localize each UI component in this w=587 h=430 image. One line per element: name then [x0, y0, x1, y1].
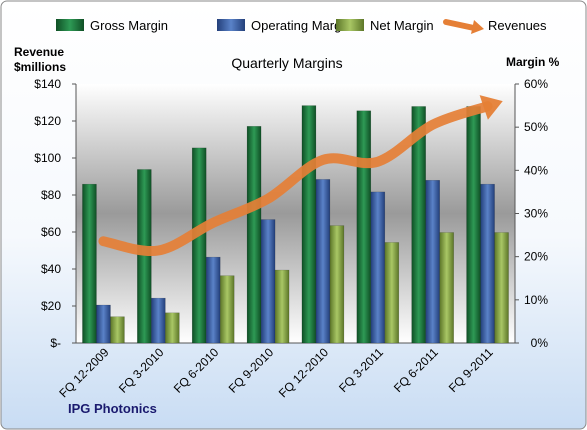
legend-swatch-net-margin — [336, 19, 364, 31]
bar-gross-margin-fq-12-2010 — [301, 105, 317, 344]
bar-gross-margin-fq-3-2011 — [356, 110, 372, 344]
bar-gross-margin-fq-9-2011 — [466, 106, 481, 344]
bar-operating-margin-fq-6-2011 — [425, 180, 440, 344]
left-tick-label: $60 — [41, 225, 61, 239]
left-tick-label: $140 — [34, 77, 61, 91]
left-axis-title-line2: $millions — [14, 60, 66, 74]
left-tick-label: $80 — [41, 188, 61, 202]
right-tick-label: 50% — [524, 120, 548, 134]
bar-operating-margin-fq-9-2010 — [260, 219, 276, 344]
revenue-line — [98, 95, 503, 257]
right-tick-label: 20% — [524, 250, 548, 264]
bar-operating-margin-fq-3-2010 — [151, 297, 166, 344]
left-tick-label: $120 — [34, 114, 61, 128]
right-tick-label: 40% — [524, 163, 548, 177]
revenue-line-path — [98, 101, 493, 257]
bar-operating-margin-fq-9-2011 — [480, 183, 495, 344]
bar-net-margin-fq-6-2010 — [219, 275, 235, 344]
legend-swatch-gross-margin — [56, 19, 84, 31]
bar-net-margin-fq-3-2011 — [384, 242, 400, 344]
bar-gross-margin-fq-3-2010 — [137, 169, 152, 344]
bar-gross-margin-fq-6-2010 — [191, 147, 207, 344]
footer-company-name: IPG Photonics — [68, 401, 157, 416]
bar-gross-margin-fq-9-2010 — [246, 126, 262, 344]
chart-title: Quarterly Margins — [231, 55, 342, 71]
bar-net-margin-fq-3-2010 — [165, 312, 180, 344]
legend: Gross Margin Operating Margin Net Margin… — [56, 18, 547, 34]
legend-swatch-operating-margin — [217, 19, 245, 31]
left-axis-title-line1: Revenue — [14, 45, 64, 59]
right-tick-label: 30% — [524, 207, 548, 221]
bar-gross-margin-fq-12-2009 — [82, 183, 97, 344]
right-tick-label: 10% — [524, 293, 548, 307]
legend-label-revenues: Revenues — [488, 18, 547, 33]
left-tick-label: $40 — [41, 262, 61, 276]
right-tick-label: 60% — [524, 77, 548, 91]
bar-net-margin-fq-6-2011 — [439, 232, 454, 344]
bar-operating-margin-fq-12-2010 — [315, 179, 331, 344]
legend-swatch-revenues — [443, 19, 477, 31]
left-tick-label: $- — [50, 336, 61, 350]
right-tick-label: 0% — [531, 336, 549, 350]
left-tick-label: $100 — [34, 151, 61, 165]
left-tick-label: $20 — [41, 299, 61, 313]
revenue-line-arrowhead — [479, 95, 503, 120]
legend-label-net-margin: Net Margin — [370, 18, 434, 33]
bar-net-margin-fq-9-2011 — [494, 232, 509, 344]
bar-operating-margin-fq-12-2009 — [96, 304, 111, 344]
bar-net-margin-fq-12-2010 — [329, 225, 345, 344]
legend-arrowhead-revenues — [471, 20, 484, 34]
bar-net-margin-fq-12-2009 — [110, 316, 125, 344]
bar-net-margin-fq-9-2010 — [274, 269, 290, 344]
bar-operating-margin-fq-6-2010 — [205, 256, 221, 344]
right-axis-title: Margin % — [506, 55, 560, 69]
legend-label-gross-margin: Gross Margin — [90, 18, 168, 33]
legend-label-operating-margin: Operating Margin — [251, 18, 351, 33]
bar-operating-margin-fq-3-2011 — [370, 191, 386, 344]
